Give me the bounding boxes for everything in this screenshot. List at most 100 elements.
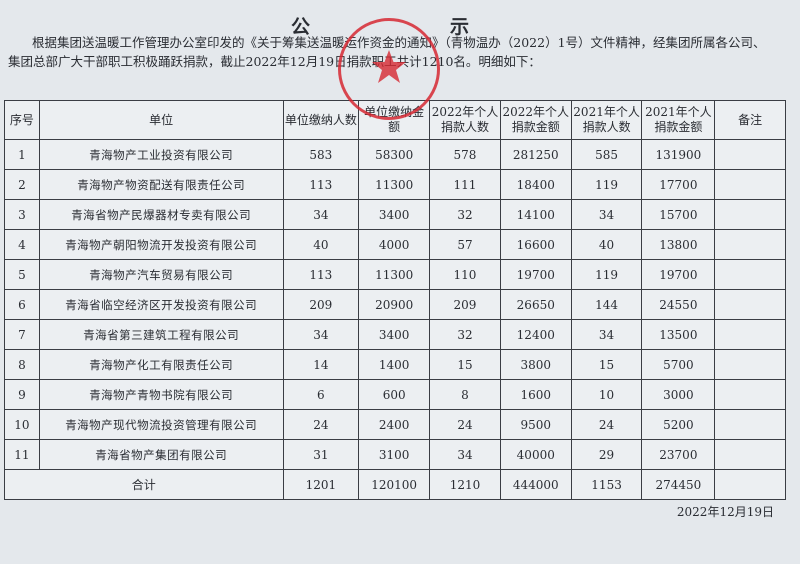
table-cell: 13500 bbox=[641, 319, 716, 350]
table-cell: 1600 bbox=[499, 379, 572, 410]
header-row: 序号 单位 单位缴纳人数 单位缴纳金额 2022年个人捐款人数 2022年个人捐款金额 20… bbox=[4, 100, 786, 140]
table-cell: 58300 bbox=[358, 139, 431, 170]
table-section: 序号 单位 单位缴纳人数 单位缴纳金额 2022年个人捐款人数 2022年个人捐款金额 20… bbox=[4, 100, 786, 520]
table-row: 8 青海物产化工有限责任公司 14 1400 15 3800 15 5700 bbox=[4, 349, 786, 380]
table-cell: 2 bbox=[4, 169, 40, 200]
table-cell: 12400 bbox=[499, 319, 572, 350]
table-cell: 131900 bbox=[641, 139, 716, 170]
table-cell: 8 bbox=[429, 379, 501, 410]
table-cell: 281250 bbox=[499, 139, 572, 170]
table-cell bbox=[714, 229, 786, 260]
table-cell: 119 bbox=[570, 169, 643, 200]
table-cell: 34 bbox=[570, 319, 643, 350]
table-cell: 40 bbox=[282, 229, 360, 260]
table-row: 5 青海物产汽车贸易有限公司 113 11300 110 19700 119 19700 bbox=[4, 259, 786, 290]
table-cell: 3400 bbox=[358, 199, 431, 230]
table-cell: 32 bbox=[429, 199, 501, 230]
table-cell bbox=[714, 379, 786, 410]
table-cell: 3100 bbox=[358, 439, 431, 470]
table-cell: 青海物产朝阳物流开发投资有限公司 bbox=[38, 229, 284, 260]
table-cell: 40 bbox=[570, 229, 643, 260]
total-cell bbox=[714, 469, 786, 500]
table-cell: 9500 bbox=[499, 409, 572, 440]
table-cell: 10 bbox=[4, 409, 40, 440]
table-cell: 青海物产化工有限责任公司 bbox=[38, 349, 284, 380]
total-cell: 1153 bbox=[570, 469, 643, 500]
table-cell bbox=[714, 169, 786, 200]
table-cell: 1 bbox=[4, 139, 40, 170]
table-cell: 青海省物产集团有限公司 bbox=[38, 439, 284, 470]
table-cell: 11 bbox=[4, 439, 40, 470]
table-cell: 3 bbox=[4, 199, 40, 230]
table-cell: 6 bbox=[282, 379, 360, 410]
table-cell: 600 bbox=[358, 379, 431, 410]
table-cell: 15700 bbox=[641, 199, 716, 230]
table-row: 4 青海物产朝阳物流开发投资有限公司 40 4000 57 16600 40 13800 bbox=[4, 229, 786, 260]
table-cell: 578 bbox=[429, 139, 501, 170]
table-cell: 24550 bbox=[641, 289, 716, 320]
table-cell: 5200 bbox=[641, 409, 716, 440]
table-cell: 10 bbox=[570, 379, 643, 410]
table-cell: 34 bbox=[570, 199, 643, 230]
table-cell: 5 bbox=[4, 259, 40, 290]
table-cell: 110 bbox=[429, 259, 501, 290]
table-cell: 18400 bbox=[499, 169, 572, 200]
total-row: 合计 1201 120100 1210 444000 1153 274450 bbox=[4, 469, 786, 500]
total-cell: 274450 bbox=[641, 469, 716, 500]
table-cell bbox=[714, 439, 786, 470]
column-header: 备注 bbox=[714, 100, 786, 140]
table-cell: 青海省第三建筑工程有限公司 bbox=[38, 319, 284, 350]
table-cell: 8 bbox=[4, 349, 40, 380]
table-cell: 40000 bbox=[499, 439, 572, 470]
table-cell: 青海物产青物书院有限公司 bbox=[38, 379, 284, 410]
table-cell: 34 bbox=[429, 439, 501, 470]
document-title: 公示 bbox=[0, 12, 760, 39]
table-cell: 青海省物产民爆器材专卖有限公司 bbox=[38, 199, 284, 230]
total-cell: 120100 bbox=[358, 469, 431, 500]
table-cell: 3400 bbox=[358, 319, 431, 350]
table-cell: 26650 bbox=[499, 289, 572, 320]
table-row: 3 青海省物产民爆器材专卖有限公司 34 3400 32 14100 34 15700 bbox=[4, 199, 786, 230]
table-cell: 32 bbox=[429, 319, 501, 350]
table-cell: 7 bbox=[4, 319, 40, 350]
table-cell: 13800 bbox=[641, 229, 716, 260]
table-cell: 144 bbox=[570, 289, 643, 320]
table-cell bbox=[714, 139, 786, 170]
total-cell: 1201 bbox=[282, 469, 360, 500]
table-cell bbox=[714, 289, 786, 320]
table-cell: 119 bbox=[570, 259, 643, 290]
document-date: 2022年12月19日 bbox=[676, 505, 774, 519]
total-cell: 444000 bbox=[499, 469, 572, 500]
table-cell: 14 bbox=[282, 349, 360, 380]
table-cell: 3000 bbox=[641, 379, 716, 410]
table-cell: 青海物产汽车贸易有限公司 bbox=[38, 259, 284, 290]
table-cell: 113 bbox=[282, 169, 360, 200]
column-header: 2022年个人捐款金额 bbox=[499, 100, 572, 140]
column-header: 2022年个人捐款人数 bbox=[429, 100, 501, 140]
table-cell: 青海物产现代物流投资管理有限公司 bbox=[38, 409, 284, 440]
table-row: 7 青海省第三建筑工程有限公司 34 3400 32 12400 34 13500 bbox=[4, 319, 786, 350]
table-row: 11 青海省物产集团有限公司 31 3100 34 40000 29 23700 bbox=[4, 439, 786, 470]
table-row: 6 青海省临空经济区开发投资有限公司 209 20900 209 26650 144 2455… bbox=[4, 289, 786, 320]
title-char: 示 bbox=[450, 16, 470, 38]
table-cell: 585 bbox=[570, 139, 643, 170]
table-cell: 15 bbox=[429, 349, 501, 380]
table-cell: 111 bbox=[429, 169, 501, 200]
table-cell: 113 bbox=[282, 259, 360, 290]
table-cell bbox=[714, 319, 786, 350]
table-cell bbox=[714, 349, 786, 380]
table-cell: 209 bbox=[282, 289, 360, 320]
table-row: 1 青海物产工业投资有限公司 583 58300 578 281250 585 131900 bbox=[4, 139, 786, 170]
table-cell: 3800 bbox=[499, 349, 572, 380]
table-cell: 青海物产物资配送有限责任公司 bbox=[38, 169, 284, 200]
table-cell: 4 bbox=[4, 229, 40, 260]
table-cell: 29 bbox=[570, 439, 643, 470]
table-cell: 24 bbox=[282, 409, 360, 440]
column-header: 单位缴纳人数 bbox=[282, 100, 360, 140]
table-cell: 14100 bbox=[499, 199, 572, 230]
column-header: 单位缴纳金额 bbox=[358, 100, 431, 140]
notice-paragraph: 根据集团送温暖工作管理办公室印发的《关于筹集送温暖运作资金的通知》（青物温办（2… bbox=[8, 35, 766, 69]
table-cell: 20900 bbox=[358, 289, 431, 320]
table-cell: 4000 bbox=[358, 229, 431, 260]
table-cell: 1400 bbox=[358, 349, 431, 380]
